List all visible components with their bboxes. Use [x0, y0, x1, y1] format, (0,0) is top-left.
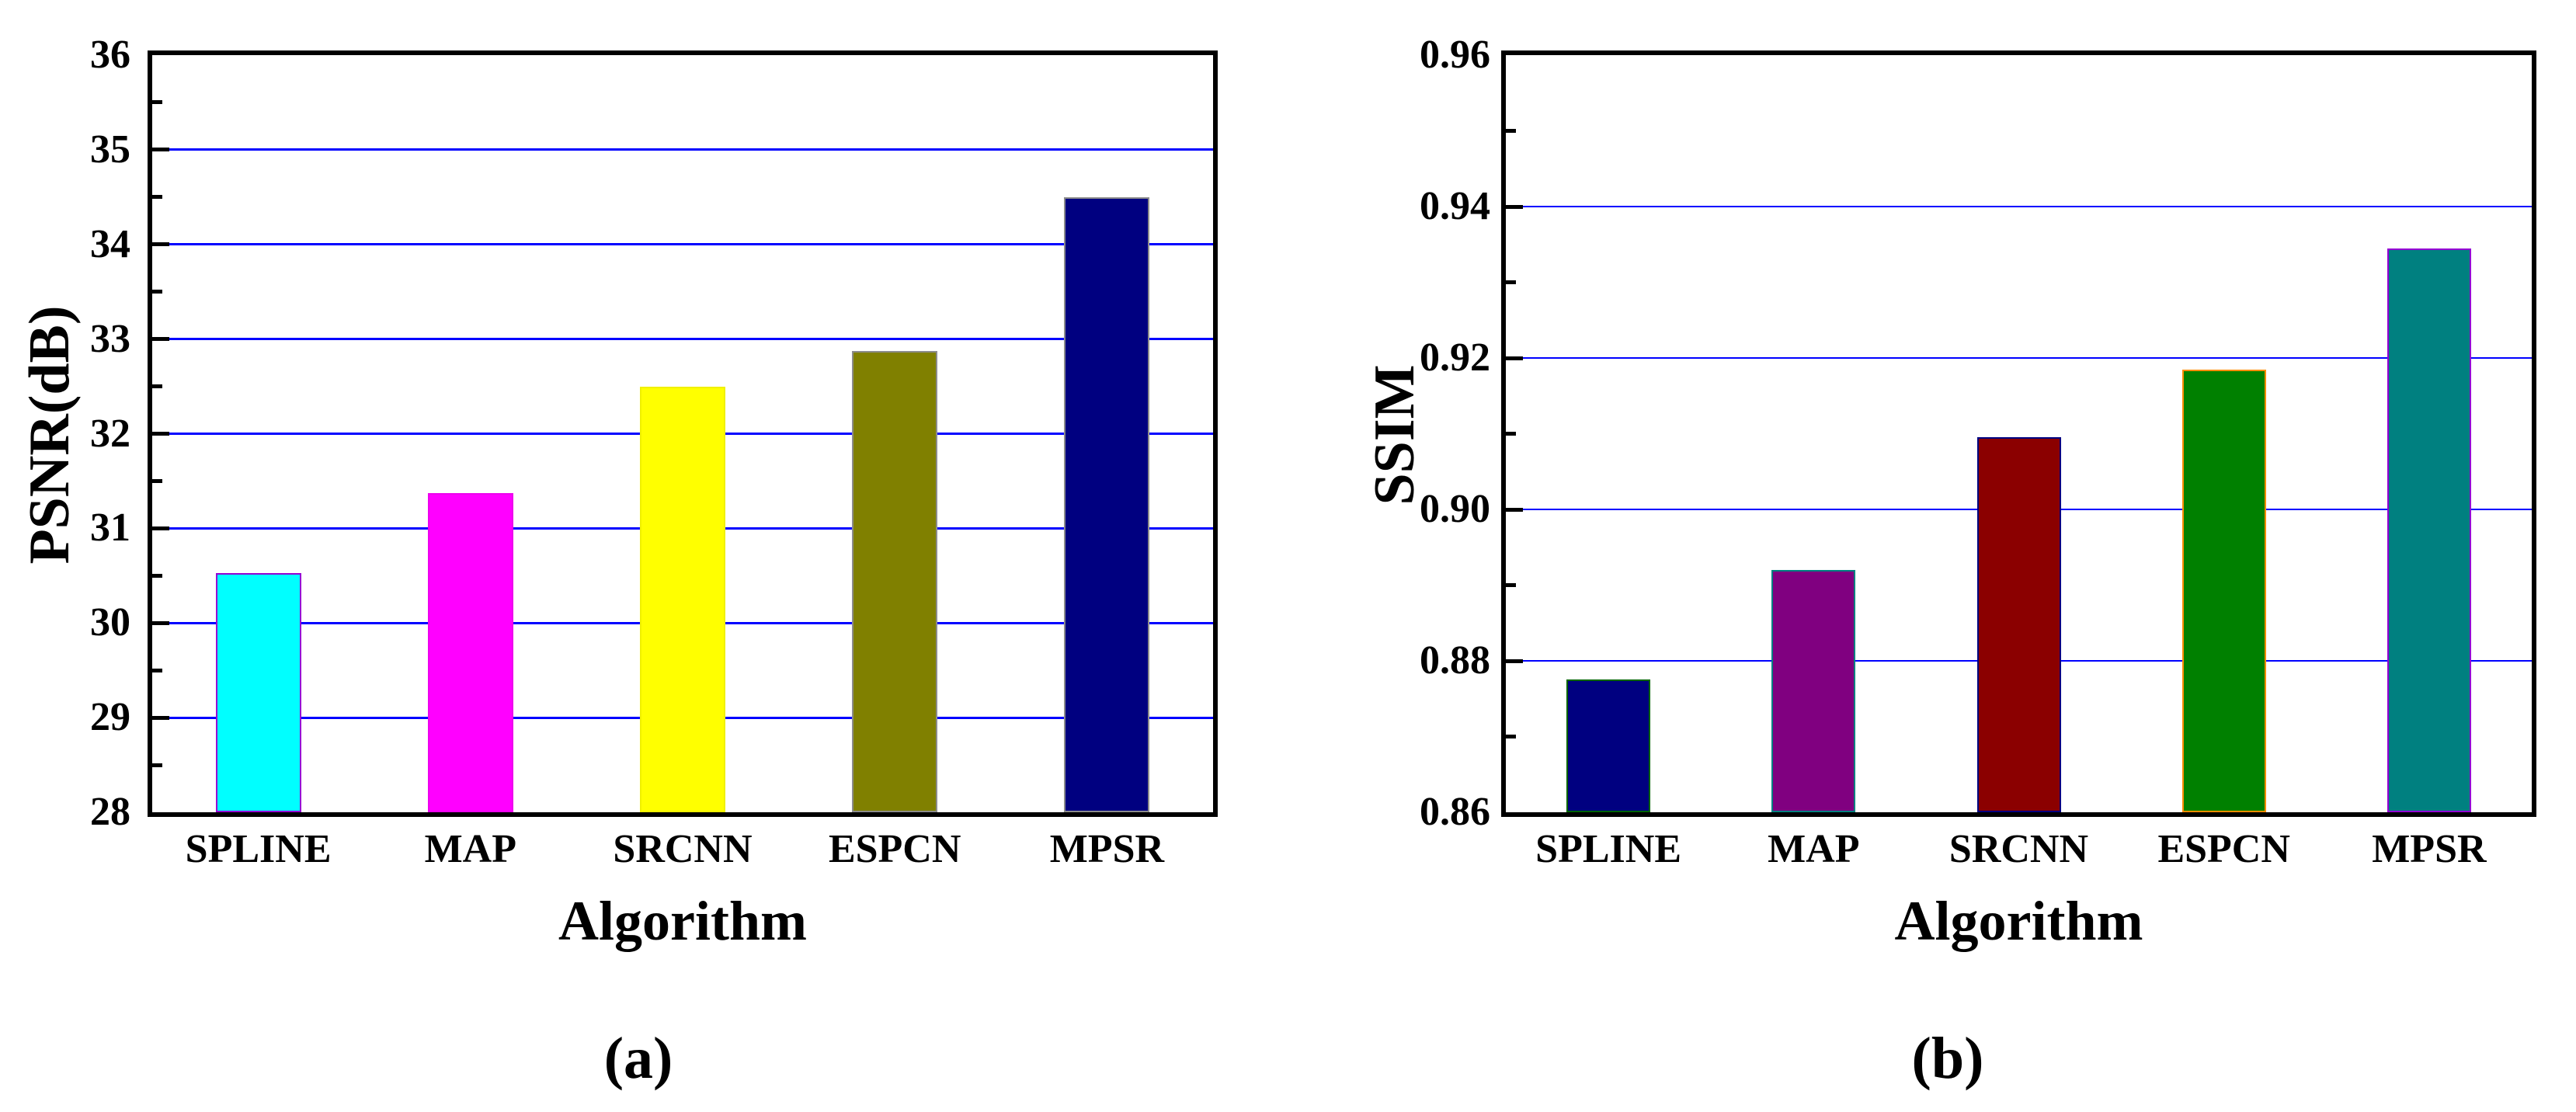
x-tick-label-srcnn: SRCNN	[613, 827, 753, 871]
y-tick-label-35: 35	[90, 127, 130, 172]
bar-map	[1771, 570, 1856, 812]
bar-mpsr	[2387, 248, 2471, 812]
x-tick-label-spline: SPLINE	[1535, 827, 1682, 871]
x-tick-label-mpsr: MPSR	[1049, 827, 1165, 871]
minor-tick-35.5	[152, 100, 162, 105]
minor-tick-0.95	[1506, 129, 1516, 133]
minor-tick-32.5	[152, 384, 162, 389]
bar-srcnn	[1976, 437, 2061, 812]
bar-spline	[1566, 679, 1651, 812]
minor-tick-0.89	[1506, 583, 1516, 587]
major-tick-29	[152, 715, 169, 720]
y-tick-label-34: 34	[90, 221, 130, 266]
minor-tick-0.93	[1506, 280, 1516, 284]
y-tick-label-0.90: 0.90	[1420, 487, 1490, 531]
x-tick-label-spline: SPLINE	[185, 827, 332, 871]
bar-espcn	[2181, 369, 2266, 812]
gridline-35	[152, 148, 1213, 151]
y-tick-label-0.94: 0.94	[1420, 184, 1490, 228]
major-tick-31	[152, 526, 169, 530]
bar-map	[427, 493, 513, 812]
major-tick-30	[152, 620, 169, 625]
major-tick-35	[152, 148, 169, 152]
x-tick-label-map: MAP	[1768, 827, 1860, 871]
y-tick-label-0.92: 0.92	[1420, 335, 1490, 380]
minor-tick-0.87	[1506, 735, 1516, 738]
y-tick-label-32: 32	[90, 411, 130, 456]
bar-espcn	[852, 351, 938, 812]
y-tick-label-0.86: 0.86	[1420, 790, 1490, 834]
major-tick-0.92	[1506, 356, 1523, 360]
x-tick-label-srcnn: SRCNN	[1949, 827, 2089, 871]
bar-srcnn	[640, 386, 725, 812]
y-tick-label-0.96: 0.96	[1420, 33, 1490, 77]
bar-spline	[215, 572, 301, 812]
minor-tick-30.5	[152, 573, 162, 578]
gridline-33	[152, 338, 1213, 341]
major-tick-32	[152, 432, 169, 436]
major-tick-0.9	[1506, 507, 1523, 512]
ssim-x-axis-title: Algorithm	[1894, 890, 2143, 952]
x-tick-label-espcn: ESPCN	[828, 827, 961, 871]
minor-tick-29.5	[152, 668, 162, 672]
major-tick-34	[152, 242, 169, 247]
psnr-plot-area	[148, 50, 1218, 817]
gridline-34	[152, 243, 1213, 246]
major-tick-0.94	[1506, 204, 1523, 209]
y-tick-label-28: 28	[90, 790, 130, 834]
minor-tick-34.5	[152, 195, 162, 200]
gridline-0.92	[1506, 357, 2532, 359]
major-tick-0.88	[1506, 659, 1523, 663]
ssim-plot-area	[1501, 50, 2536, 817]
y-tick-label-29: 29	[90, 695, 130, 740]
x-tick-label-espcn: ESPCN	[2157, 827, 2290, 871]
minor-tick-0.91	[1506, 432, 1516, 436]
gridline-0.94	[1506, 206, 2532, 207]
y-tick-label-0.88: 0.88	[1420, 638, 1490, 683]
x-tick-label-mpsr: MPSR	[2372, 827, 2487, 871]
major-tick-33	[152, 337, 169, 342]
y-tick-label-36: 36	[90, 33, 130, 77]
bar-mpsr	[1064, 196, 1150, 812]
y-tick-label-30: 30	[90, 600, 130, 645]
minor-tick-31.5	[152, 478, 162, 483]
y-tick-label-33: 33	[90, 316, 130, 361]
psnr-x-axis-title: Algorithm	[558, 890, 807, 952]
panel-a-caption: (a)	[603, 1026, 673, 1091]
minor-tick-28.5	[152, 763, 162, 767]
y-tick-label-31: 31	[90, 506, 130, 551]
minor-tick-33.5	[152, 290, 162, 294]
x-tick-label-map: MAP	[424, 827, 516, 871]
panel-b-caption: (b)	[1911, 1026, 1984, 1091]
